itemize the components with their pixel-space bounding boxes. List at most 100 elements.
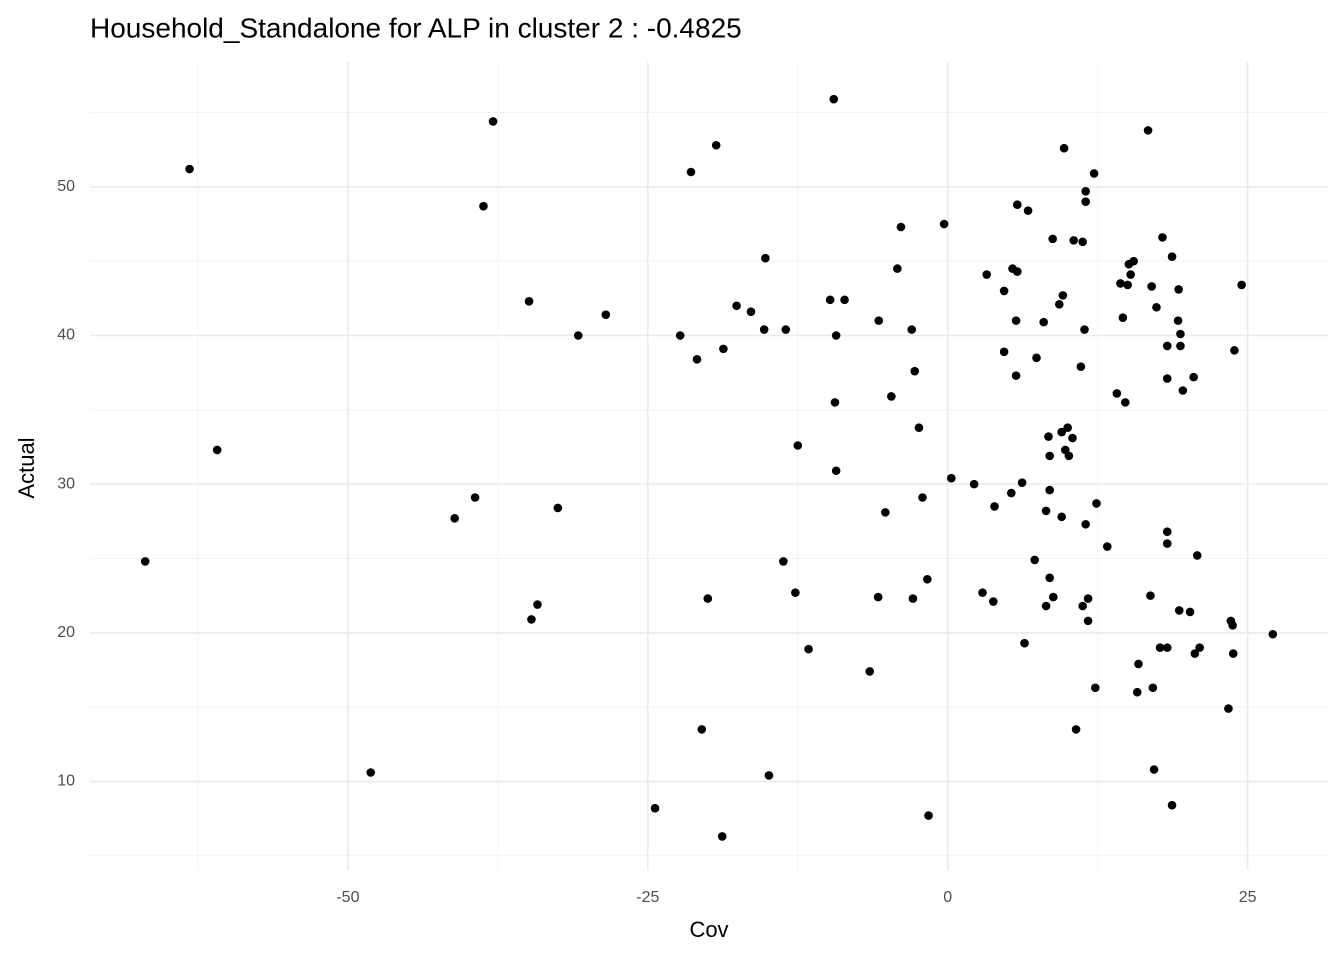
point: [470, 493, 480, 502]
point: [1146, 591, 1155, 600]
point: [366, 768, 376, 777]
point: [1090, 683, 1100, 693]
y-tick-label: 10: [57, 773, 75, 790]
point: [907, 325, 917, 334]
point: [896, 222, 906, 232]
point: [1228, 621, 1237, 630]
point: [1083, 594, 1093, 603]
point: [793, 441, 803, 450]
point: [1228, 649, 1238, 658]
point: [1057, 512, 1066, 522]
x-tick-label: 25: [1239, 889, 1257, 906]
point: [1039, 317, 1048, 327]
point: [1224, 704, 1233, 713]
point: [873, 592, 883, 602]
point: [781, 325, 791, 334]
point: [1174, 606, 1184, 615]
point: [969, 479, 979, 489]
point: [1147, 282, 1156, 291]
point: [185, 164, 194, 174]
point: [212, 445, 222, 455]
point: [1162, 527, 1172, 536]
point: [450, 514, 459, 523]
point: [982, 270, 992, 279]
point: [1116, 279, 1125, 288]
point: [999, 347, 1009, 357]
point: [1190, 649, 1200, 658]
point: [732, 301, 741, 311]
point: [1045, 573, 1054, 583]
point: [1068, 433, 1077, 443]
point: [1007, 488, 1016, 498]
point: [1134, 659, 1143, 669]
point: [831, 331, 841, 340]
point: [1268, 629, 1278, 639]
point: [1167, 252, 1177, 262]
point: [1045, 485, 1054, 495]
point: [1149, 765, 1159, 774]
point: [1192, 551, 1202, 560]
point: [874, 316, 884, 325]
point: [1126, 270, 1135, 279]
point: [719, 344, 728, 354]
point: [804, 644, 813, 654]
point: [1041, 506, 1051, 516]
point: [1080, 325, 1089, 334]
point: [1081, 197, 1090, 207]
point: [1195, 643, 1204, 652]
point: [1230, 346, 1239, 355]
point: [999, 286, 1009, 296]
point: [887, 392, 896, 401]
point: [1162, 341, 1172, 351]
point: [650, 803, 660, 813]
point: [1081, 519, 1090, 529]
y-axis-title: Actual: [14, 437, 39, 498]
point: [1057, 427, 1066, 437]
point: [893, 264, 902, 273]
x-axis-title: Cov: [689, 917, 728, 942]
point: [1173, 316, 1183, 325]
point: [910, 366, 920, 376]
point: [830, 398, 840, 407]
point: [1063, 423, 1072, 432]
y-tick-label: 40: [57, 327, 75, 344]
point: [1078, 237, 1087, 247]
point: [1129, 256, 1138, 266]
point: [692, 354, 702, 364]
point: [140, 557, 150, 566]
y-tick-label: 50: [57, 178, 75, 195]
point: [1120, 398, 1130, 407]
point: [1017, 478, 1027, 487]
point: [711, 140, 721, 150]
point: [831, 466, 841, 476]
point: [1076, 362, 1086, 372]
point: [764, 771, 774, 780]
point: [1083, 616, 1093, 626]
point: [989, 597, 998, 606]
point: [1011, 316, 1021, 325]
point: [947, 473, 956, 483]
point: [1045, 451, 1054, 461]
point: [703, 594, 713, 603]
point: [573, 331, 583, 340]
point: [697, 725, 707, 734]
point: [1064, 451, 1074, 461]
point: [1112, 389, 1122, 398]
x-tick-label: -50: [336, 889, 359, 906]
x-tick-label: -25: [636, 889, 659, 906]
point: [1059, 143, 1069, 153]
point: [1132, 687, 1142, 697]
point: [939, 219, 949, 229]
y-tick-label: 20: [57, 624, 75, 641]
point: [759, 325, 769, 334]
point: [1092, 499, 1101, 508]
point: [1162, 374, 1172, 383]
point: [1148, 683, 1158, 693]
point: [1189, 372, 1198, 382]
points: [140, 94, 1278, 841]
point: [717, 832, 727, 841]
point: [1044, 432, 1053, 441]
y-tick-label: 30: [57, 475, 75, 492]
point: [601, 310, 611, 319]
